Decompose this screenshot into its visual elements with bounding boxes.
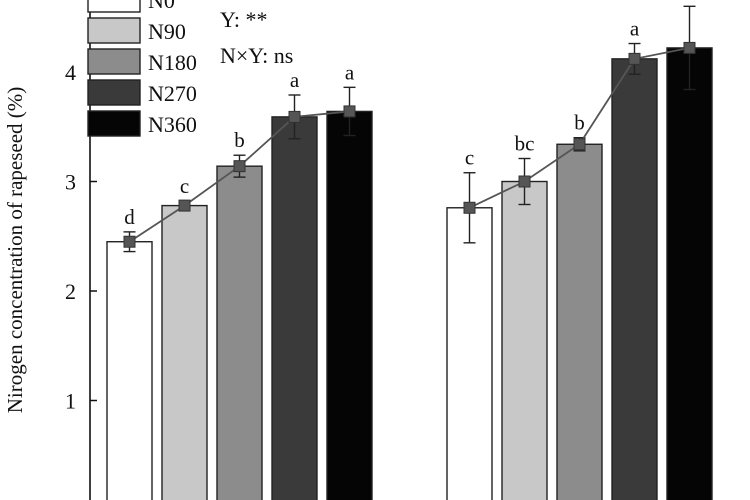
stat-interaction-label: N×Y: ns — [220, 43, 293, 68]
trend-marker — [628, 52, 641, 65]
bar-n270 — [271, 116, 318, 500]
significance-letter: c — [465, 146, 474, 170]
bar-n180 — [556, 143, 603, 500]
significance-letter: bc — [515, 132, 535, 156]
bar-n90 — [161, 204, 208, 500]
legend: N0 N90 N180 N270 N360 — [87, 0, 197, 137]
significance-letter: c — [180, 174, 189, 198]
bar-n0 — [106, 241, 153, 500]
trend-marker — [463, 201, 476, 214]
legend-label-n360: N360 — [148, 112, 197, 137]
trend-marker — [573, 138, 586, 151]
significance-letter: a — [345, 60, 355, 84]
legend-swatch-n0 — [87, 0, 141, 13]
significance-letter: b — [574, 111, 585, 135]
legend-swatch-n270 — [87, 79, 141, 106]
y-axis-label: Nirogen concentration of rapeseed (%) — [3, 87, 27, 414]
trend-marker — [233, 160, 246, 173]
significance-letter: b — [234, 128, 245, 152]
bars-layer — [106, 47, 713, 500]
bar-n360 — [326, 110, 373, 500]
significance-letter: d — [124, 205, 135, 229]
y-tick-label: 1 — [65, 389, 76, 414]
y-tick-label: 4 — [65, 60, 76, 85]
legend-swatch-n360 — [87, 110, 141, 137]
legend-swatch-n180 — [87, 48, 141, 75]
trend-marker — [288, 110, 301, 123]
stat-y-label: Y: ** — [220, 7, 267, 32]
significance-letter: a — [290, 68, 300, 92]
legend-label-n270: N270 — [148, 81, 197, 106]
legend-label-n0: N0 — [148, 0, 175, 13]
significance-letter: a — [630, 17, 640, 41]
bar-n90 — [501, 180, 548, 500]
bar-n180 — [216, 165, 263, 500]
trend-layer: d c b a a c bc b a a — [123, 0, 696, 253]
trend-marker — [683, 41, 696, 54]
y-tick-label: 3 — [65, 170, 76, 195]
legend-label-n90: N90 — [148, 19, 186, 44]
legend-swatch-n90 — [87, 17, 141, 44]
bar-n270 — [611, 58, 658, 500]
trend-marker — [178, 199, 191, 212]
bar-n360 — [666, 47, 713, 500]
trend-marker — [123, 235, 136, 248]
legend-label-n180: N180 — [148, 50, 197, 75]
trend-marker — [518, 175, 531, 188]
bar-n0 — [446, 207, 493, 500]
y-tick-label: 2 — [65, 279, 76, 304]
axes-layer: 1 2 3 4 — [65, 0, 97, 500]
significance-letter: a — [685, 0, 695, 3]
trend-marker — [343, 105, 356, 118]
